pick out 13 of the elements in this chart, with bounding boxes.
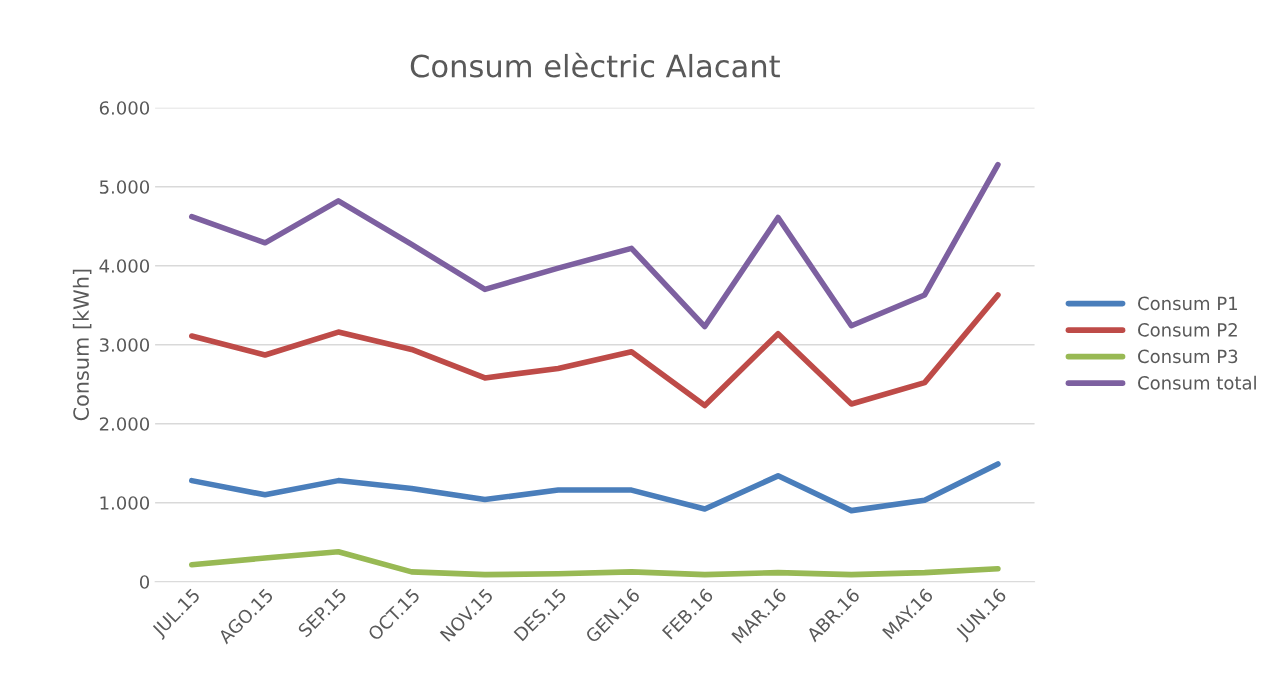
- legend-label: Consum total: [1138, 375, 1256, 390]
- chart-title: Consum elèctric Alacant: [410, 52, 780, 78]
- y-tick-label: 2.000: [99, 417, 150, 431]
- y-tick-label: 4.000: [99, 259, 150, 273]
- legend-label: Consum P3: [1138, 349, 1238, 364]
- y-tick-label: 3.000: [99, 338, 150, 352]
- y-tick-label: 5.000: [99, 180, 150, 194]
- y-tick-label: 6.000: [99, 101, 150, 115]
- legend-label: Consum P1: [1138, 296, 1238, 311]
- legend-label: Consum P2: [1138, 323, 1237, 337]
- y-tick-label: 0: [139, 575, 150, 589]
- y-axis-title: Consum [kWh]: [72, 269, 92, 421]
- y-tick-label: 1.000: [100, 496, 150, 510]
